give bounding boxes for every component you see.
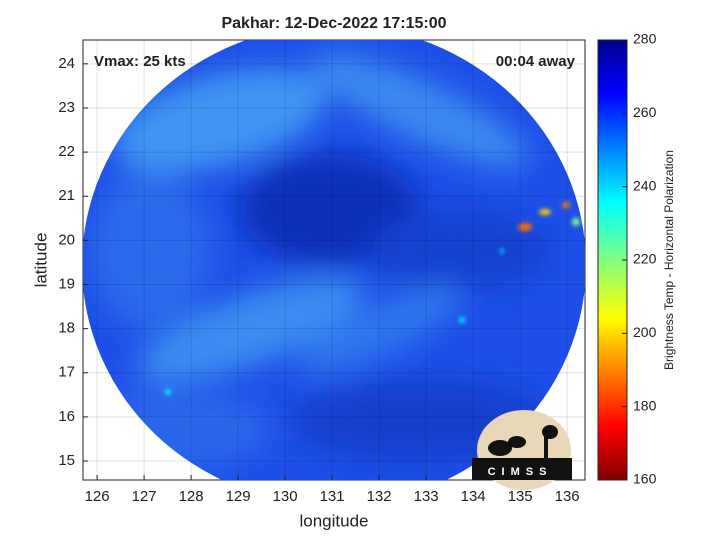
x-tick-label: 129 [226, 488, 251, 505]
colorbar-tick-label: 260 [633, 104, 657, 120]
x-tick-label: 131 [320, 488, 345, 505]
x-tick-label: 127 [132, 488, 157, 505]
colorbar-tick-label: 220 [633, 251, 657, 267]
colorbar-tick-label: 240 [633, 177, 657, 193]
x-tick-label: 134 [461, 488, 486, 505]
x-tick-label: 133 [414, 488, 439, 505]
logo: CIMSS [472, 410, 572, 490]
chart-title: Pakhar: 12-Dec-2022 17:15:00 [221, 15, 446, 32]
y-tick-label: 17 [58, 364, 75, 381]
colorbar-label: Brightness Temp - Horizontal Polarizatio… [662, 150, 676, 370]
y-tick-label: 18 [58, 320, 75, 337]
x-axis-label: longitude [299, 511, 368, 530]
y-tick-label: 15 [58, 452, 75, 469]
x-tick-label: 136 [555, 488, 580, 505]
colorbar-tick-label: 280 [633, 31, 657, 47]
y-tick-label: 23 [58, 99, 75, 116]
axes: 126 127 128 129 130 131 132 133 134 135 136 15 16 17 1… [58, 40, 585, 505]
x-tick-label: 132 [367, 488, 392, 505]
x-tick-label: 135 [508, 488, 533, 505]
y-tick-label: 22 [58, 143, 75, 160]
time-label: 00:04 away [496, 53, 576, 70]
y-tick-label: 20 [58, 231, 75, 248]
y-axis-label: latitude [31, 233, 50, 288]
colorbar-tick-label: 180 [633, 397, 657, 413]
y-tick-label: 21 [58, 187, 75, 204]
x-tick-label: 128 [179, 488, 204, 505]
y-tick-label: 16 [58, 408, 75, 425]
colorbar-tick-label: 160 [633, 471, 657, 487]
vmax-label: Vmax: 25 kts [94, 53, 186, 70]
y-tick-label: 19 [58, 275, 75, 292]
logo-text: CIMSS [488, 466, 553, 478]
x-tick-label: 130 [273, 488, 298, 505]
colorbar-tick-label: 200 [633, 324, 657, 340]
x-tick-label: 126 [85, 488, 110, 505]
y-tick-label: 24 [58, 55, 75, 72]
